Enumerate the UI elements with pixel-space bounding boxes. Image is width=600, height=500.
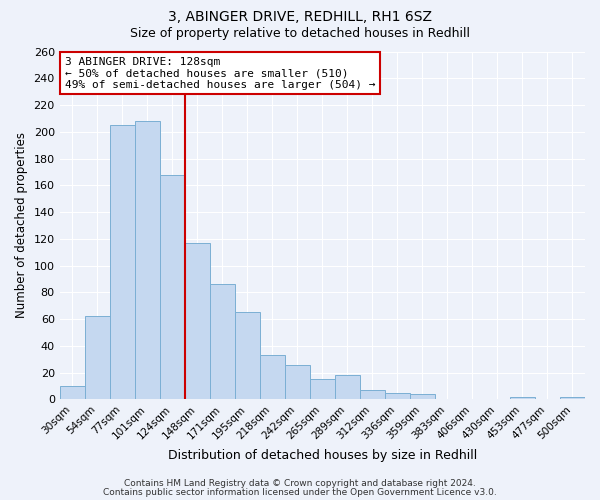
Bar [110,125,135,400]
Y-axis label: Number of detached properties: Number of detached properties [15,132,28,318]
Text: 3 ABINGER DRIVE: 128sqm
← 50% of detached houses are smaller (510)
49% of semi-d: 3 ABINGER DRIVE: 128sqm ← 50% of detache… [65,56,376,90]
Bar [510,397,535,400]
Bar [85,316,110,400]
Bar [310,380,335,400]
Bar [235,312,260,400]
Bar [285,364,310,400]
Text: Size of property relative to detached houses in Redhill: Size of property relative to detached ho… [130,28,470,40]
Bar [160,174,185,400]
Text: Contains public sector information licensed under the Open Government Licence v3: Contains public sector information licen… [103,488,497,497]
Bar [59,386,85,400]
Text: Contains HM Land Registry data © Crown copyright and database right 2024.: Contains HM Land Registry data © Crown c… [124,478,476,488]
X-axis label: Distribution of detached houses by size in Redhill: Distribution of detached houses by size … [168,450,477,462]
Bar [185,243,210,400]
Bar [335,376,360,400]
Bar [560,397,585,400]
Bar [360,390,385,400]
Bar [135,121,160,400]
Bar [410,394,435,400]
Text: 3, ABINGER DRIVE, REDHILL, RH1 6SZ: 3, ABINGER DRIVE, REDHILL, RH1 6SZ [168,10,432,24]
Bar [385,393,410,400]
Bar [210,284,235,400]
Bar [260,356,285,400]
